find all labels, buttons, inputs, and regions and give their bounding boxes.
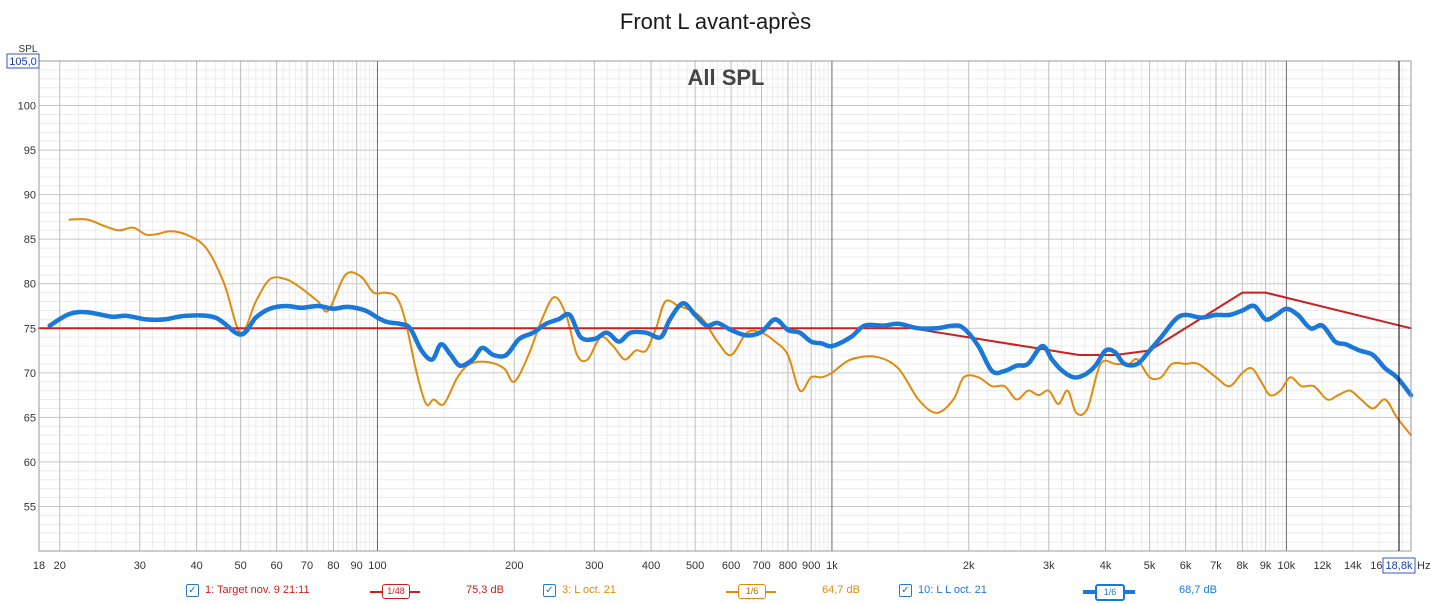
series-3-level: 64,7 dB (822, 584, 860, 596)
x-right-readout[interactable]: 18,8k (1382, 557, 1416, 574)
y-axis-label: SPL (19, 44, 38, 55)
chart-subtitle: All SPL (687, 65, 764, 90)
x-tick-label: 3k (1043, 560, 1055, 572)
x-tick-label: 12k (1314, 560, 1332, 572)
x-axis-label: Hz (1417, 560, 1430, 572)
series-3-name: 3: L oct. 21 (562, 584, 617, 596)
x-tick-label: 900 (802, 560, 820, 572)
x-tick-label: 500 (686, 560, 704, 572)
x-tick-label: 700 (752, 560, 770, 572)
series-10-level: 68,7 dB (1179, 584, 1217, 596)
series-target-line (38, 291, 1412, 356)
x-tick-label: 50 (235, 560, 247, 572)
svg-text:18,8k: 18,8k (1386, 560, 1413, 572)
x-tick-label: 70 (301, 560, 313, 572)
y-tick-label: 75 (24, 323, 36, 335)
x-tick-label: 8k (1237, 560, 1249, 572)
y-tick-label: 65 (24, 412, 36, 424)
x-tick-label: 7k (1210, 560, 1222, 572)
series-10-name: 10: L L oct. 21 (918, 584, 987, 596)
series-1-smoothing[interactable]: 1/48 (382, 584, 410, 599)
x-tick-label: 300 (585, 560, 603, 572)
x-tick-label: 400 (642, 560, 660, 572)
x-tick-label: 60 (271, 560, 283, 572)
series-3-smoothing[interactable]: 1/6 (738, 584, 766, 599)
series-10-smoothing[interactable]: 1/6 (1095, 584, 1125, 601)
y-tick-label: 60 (24, 457, 36, 469)
x-tick-label: 90 (351, 560, 363, 572)
y-tick-label: 55 (24, 501, 36, 513)
y-tick-label: 90 (24, 190, 36, 202)
series-1-checkbox[interactable]: ✓ (186, 584, 199, 597)
y-tick-label: 80 (24, 279, 36, 291)
y-tick-label: 85 (24, 234, 36, 246)
series-l-oct21-line (68, 218, 1412, 437)
x-tick-label: 30 (134, 560, 146, 572)
x-tick-label: 80 (327, 560, 339, 572)
series-1-level: 75,3 dB (466, 584, 504, 596)
svg-text:105,0: 105,0 (9, 56, 37, 68)
x-tick-label: 100 (368, 560, 386, 572)
x-tick-label: 800 (779, 560, 797, 572)
series-10-checkbox[interactable]: ✓ (899, 584, 912, 597)
chart-title: Front L avant-après (619, 9, 812, 34)
series-1-name: 1: Target nov. 9 21:11 (205, 584, 310, 596)
series-3-checkbox[interactable]: ✓ (543, 584, 556, 597)
x-tick-label: 4k (1100, 560, 1112, 572)
x-tick-label: 5k (1144, 560, 1156, 572)
x-tick-label: 10k (1278, 560, 1296, 572)
x-tick-label: 6k (1180, 560, 1192, 572)
y-tick-label: 70 (24, 368, 36, 380)
x-tick-label: 18 (33, 560, 45, 572)
y-tick-label: 100 (18, 101, 36, 113)
x-tick-label: 20 (54, 560, 66, 572)
series-l-l-oct21-line (47, 301, 1414, 398)
x-tick-label: 600 (722, 560, 740, 572)
x-tick-label: 9k (1260, 560, 1272, 572)
y-tick-label: 95 (24, 145, 36, 157)
y-top-readout[interactable]: 105,0 (6, 53, 40, 69)
x-tick-label: 200 (505, 560, 523, 572)
x-tick-label: 40 (190, 560, 202, 572)
x-tick-label: 2k (963, 560, 975, 572)
x-tick-label: 14k (1344, 560, 1362, 572)
x-tick-label: 1k (826, 560, 838, 572)
